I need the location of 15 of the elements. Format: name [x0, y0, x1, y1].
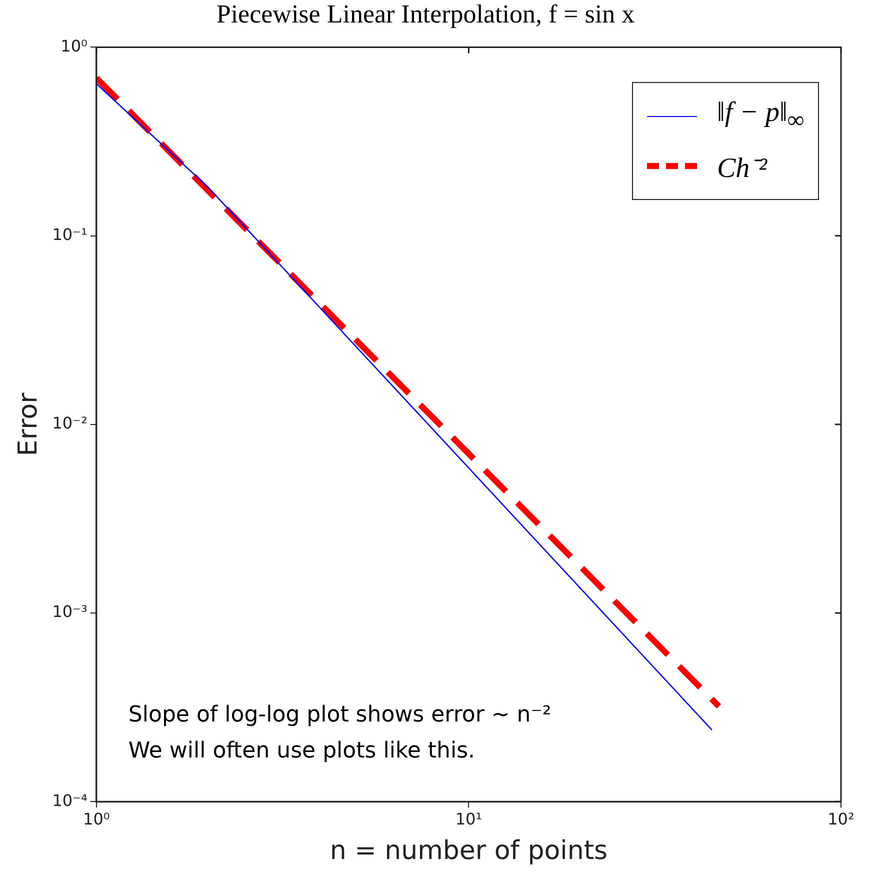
legend-label: ‖f − p‖$_{∞}$	[716, 97, 804, 135]
x-tick-label: 10²	[828, 809, 854, 828]
y-tick-label: 10⁻³	[52, 602, 88, 622]
y-tick-label: 10⁻²	[52, 414, 88, 433]
x-tick-label: 10⁰	[83, 809, 110, 828]
y-axis-title: Error	[13, 392, 44, 456]
annotation: Slope of log-log plot shows error ~ n⁻²	[128, 702, 552, 728]
chart-title: Piecewise Linear Interpolation, f = sin x	[216, 0, 635, 28]
annotation: We will often use plots like this.	[128, 738, 476, 764]
legend-label: Ch⁻²	[716, 152, 768, 185]
y-tick-label: 10⁻¹	[52, 224, 88, 244]
y-tick-label: 10⁰	[60, 36, 88, 56]
x-axis-title: n = number of points	[330, 836, 608, 866]
y-tick-label: 10⁻⁴	[52, 790, 88, 810]
x-tick-label: 10¹	[455, 809, 482, 828]
